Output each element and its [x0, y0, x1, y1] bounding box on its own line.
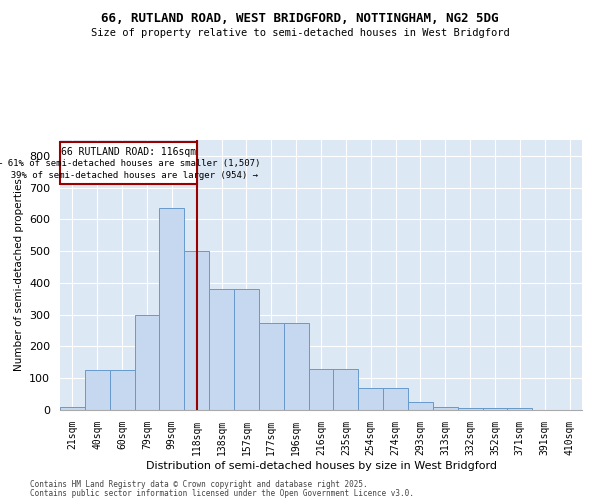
Bar [60, 142, 197, 184]
Bar [234, 290, 259, 410]
Text: ← 61% of semi-detached houses are smaller (1,507): ← 61% of semi-detached houses are smalle… [0, 160, 260, 168]
Bar [358, 388, 383, 410]
Y-axis label: Number of semi-detached properties: Number of semi-detached properties [14, 178, 23, 372]
Bar [259, 322, 284, 410]
Bar [209, 290, 234, 410]
Bar [458, 408, 482, 410]
Bar [284, 322, 308, 410]
X-axis label: Distribution of semi-detached houses by size in West Bridgford: Distribution of semi-detached houses by … [146, 460, 497, 470]
Bar [308, 368, 334, 410]
Bar [482, 408, 508, 410]
Text: Contains public sector information licensed under the Open Government Licence v3: Contains public sector information licen… [30, 488, 414, 498]
Bar [160, 208, 184, 410]
Text: Size of property relative to semi-detached houses in West Bridgford: Size of property relative to semi-detach… [91, 28, 509, 38]
Bar [184, 251, 209, 410]
Bar [110, 370, 134, 410]
Text: 66 RUTLAND ROAD: 116sqm: 66 RUTLAND ROAD: 116sqm [61, 148, 196, 158]
Bar [433, 407, 458, 410]
Bar [60, 407, 85, 410]
Bar [134, 314, 160, 410]
Text: 66, RUTLAND ROAD, WEST BRIDGFORD, NOTTINGHAM, NG2 5DG: 66, RUTLAND ROAD, WEST BRIDGFORD, NOTTIN… [101, 12, 499, 26]
Bar [383, 388, 408, 410]
Bar [408, 402, 433, 410]
Bar [334, 368, 358, 410]
Text: Contains HM Land Registry data © Crown copyright and database right 2025.: Contains HM Land Registry data © Crown c… [30, 480, 368, 489]
Text: 39% of semi-detached houses are larger (954) →: 39% of semi-detached houses are larger (… [0, 172, 257, 180]
Bar [85, 370, 110, 410]
Bar [508, 408, 532, 410]
